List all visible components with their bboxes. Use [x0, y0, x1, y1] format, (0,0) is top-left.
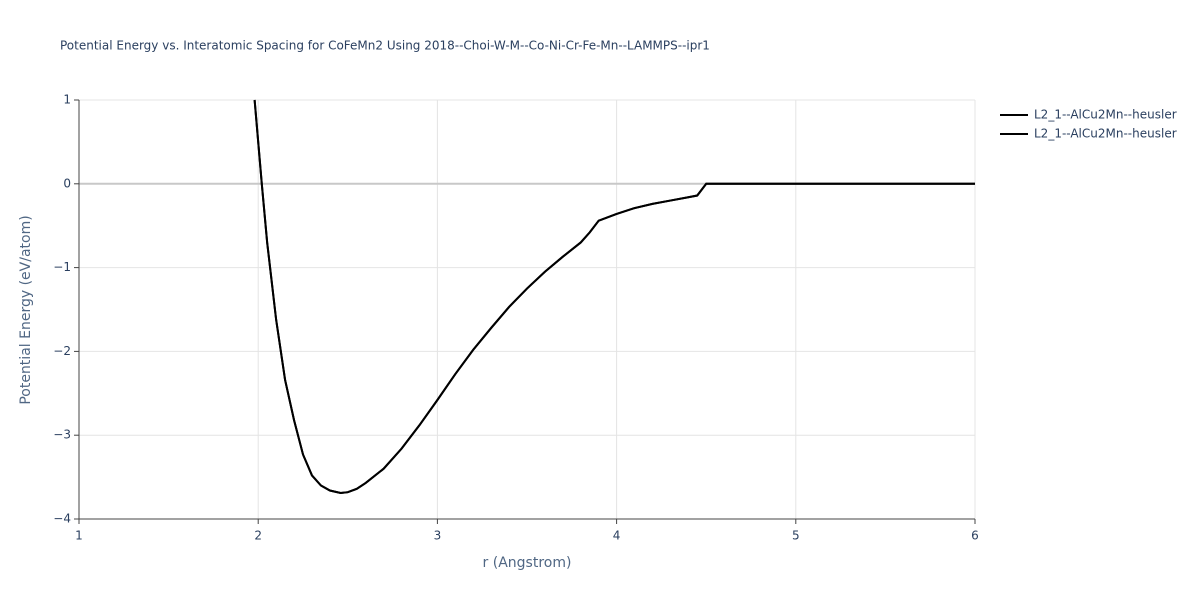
legend-label: L2_1--AlCu2Mn--heusler [1034, 127, 1177, 141]
y-tick-label: −1 [53, 260, 71, 274]
y-tick-label: −4 [53, 512, 71, 526]
x-tick-label: 3 [434, 529, 442, 543]
chart-title: Potential Energy vs. Interatomic Spacing… [60, 39, 710, 53]
y-tick-label: −3 [53, 428, 71, 442]
data-line [253, 99, 975, 495]
x-tick-label: 1 [75, 529, 83, 543]
data-line [253, 99, 975, 495]
x-tick-label: 4 [613, 529, 621, 543]
x-tick-label: 6 [971, 529, 979, 543]
y-tick-label: 0 [63, 176, 71, 190]
y-axis-title: Potential Energy (eV/atom) [18, 215, 34, 404]
y-tick-label: −2 [53, 344, 71, 358]
y-tick-label: 1 [63, 93, 71, 107]
x-axis-title: r (Angstrom) [483, 555, 572, 571]
x-tick-label: 5 [792, 529, 800, 543]
x-tick-label: 2 [254, 529, 262, 543]
legend-label: L2_1--AlCu2Mn--heusler [1034, 108, 1177, 122]
